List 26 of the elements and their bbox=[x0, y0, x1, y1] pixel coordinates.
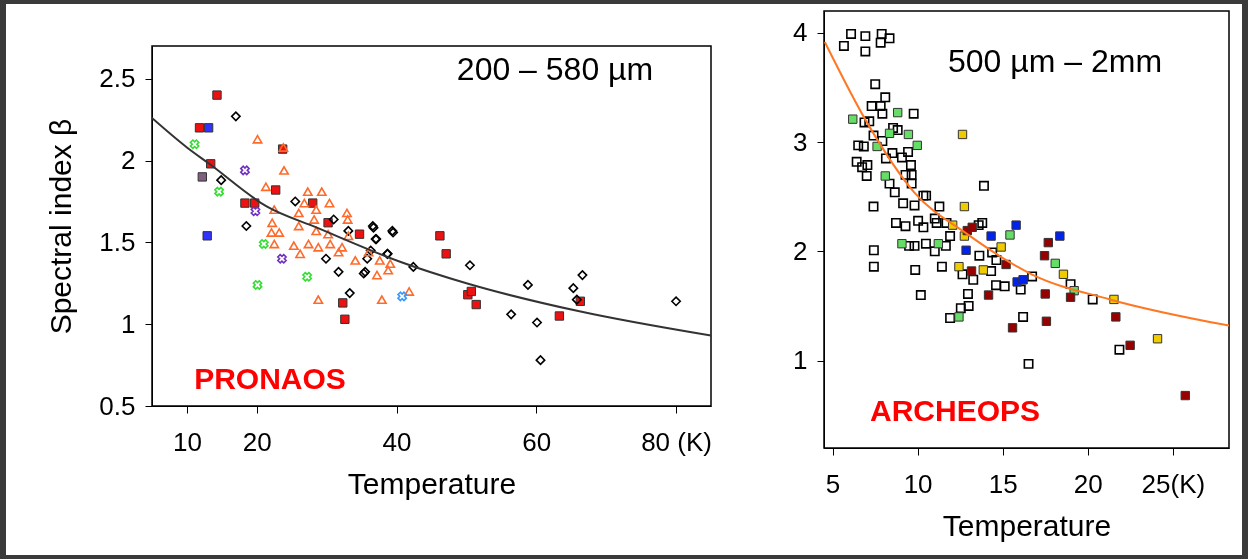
x-axis-title: Temperature bbox=[942, 508, 1112, 542]
x-tick-label: 15 bbox=[988, 468, 1018, 499]
y-tick-label: 0.5 bbox=[99, 390, 136, 421]
x-tick-label: 80 (K) bbox=[641, 426, 712, 457]
x-tick-label: 10 bbox=[903, 468, 933, 499]
x-tick-label: 25(K) bbox=[1141, 468, 1206, 499]
y-tick-label: 3 bbox=[793, 126, 808, 157]
y-tick-label: 2.5 bbox=[99, 63, 136, 94]
y-tick-label: 1.5 bbox=[99, 226, 136, 257]
y-axis-title: Spectral index β bbox=[44, 118, 78, 335]
x-tick-label: 5 bbox=[825, 468, 841, 499]
y-tick-label: 2 bbox=[793, 235, 808, 266]
annotation: 500 µm – 2mm bbox=[947, 43, 1163, 79]
x-tick-label: 40 bbox=[382, 426, 412, 457]
x-tick-label: 20 bbox=[1073, 468, 1103, 499]
annotation: PRONAOS bbox=[194, 362, 346, 395]
x-tick-label: 20 bbox=[242, 426, 272, 457]
x-tick-label: 60 bbox=[522, 426, 552, 457]
x-tick-label: 10 bbox=[172, 426, 202, 457]
annotation: 200 – 580 µm bbox=[456, 51, 654, 87]
annotation: ARCHEOPS bbox=[869, 394, 1041, 427]
x-axis-title: Temperature bbox=[347, 466, 517, 500]
y-tick-label: 4 bbox=[793, 17, 808, 48]
y-tick-label: 1 bbox=[121, 308, 136, 339]
y-tick-label: 1 bbox=[793, 345, 808, 376]
y-tick-label: 2 bbox=[121, 145, 136, 176]
